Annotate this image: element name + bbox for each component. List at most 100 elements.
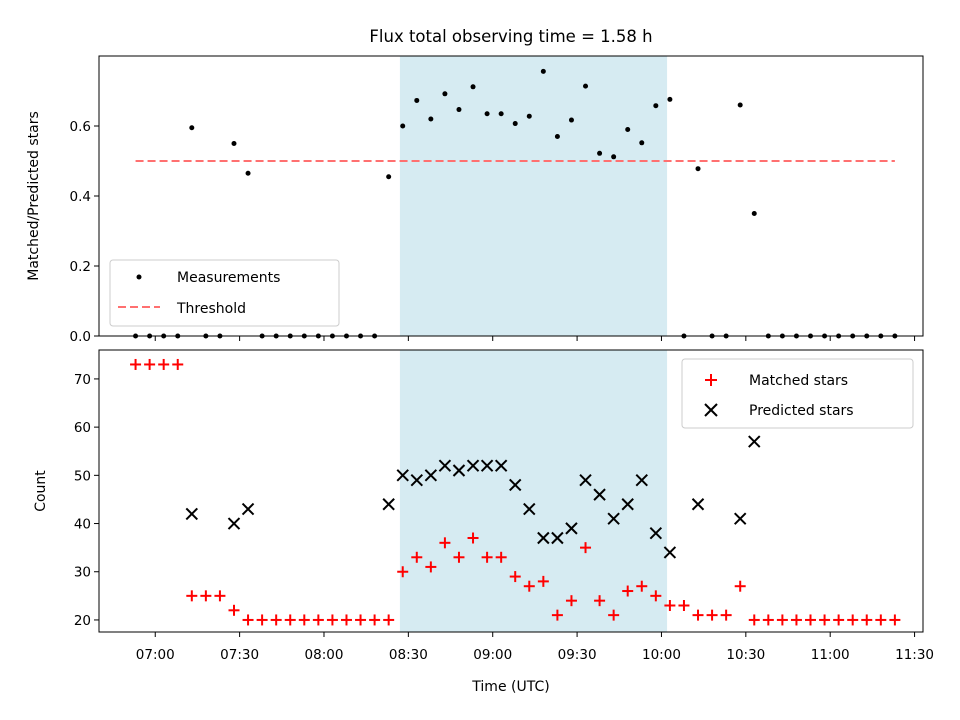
bottom-x-tick-label: 08:30 (389, 647, 428, 663)
predicted-star-marker (410, 473, 423, 487)
predicted-star-marker (663, 546, 677, 559)
predicted-star-marker (396, 469, 409, 482)
measurement-point (428, 116, 434, 122)
matched-star-marker (369, 614, 381, 626)
top-shaded-region (399, 56, 668, 336)
predicted-star-marker (438, 459, 452, 472)
matched-star-marker (453, 551, 465, 563)
top-legend-box (109, 259, 340, 327)
predicted-star-marker (241, 502, 255, 516)
matched-star-marker (790, 614, 802, 626)
matched-star-marker (636, 580, 648, 592)
predicted-star-marker (635, 473, 648, 487)
measurement-point (568, 117, 574, 123)
matched-star-marker (144, 358, 156, 370)
measurement-point (639, 140, 645, 146)
measurement-point (231, 141, 237, 146)
matched-star-marker (565, 595, 577, 607)
predicted-star-marker (691, 498, 705, 511)
bottom-x-tick-label: 08:00 (305, 647, 344, 663)
bottom-legend: Matched stars Predicted stars (681, 358, 914, 429)
matched-star-marker (762, 614, 774, 626)
matched-star-marker (326, 614, 338, 626)
bottom-x-tick-label: 11:00 (811, 647, 850, 663)
bottom-y-tick-label: 20 (74, 613, 91, 629)
measurement-point (751, 211, 757, 216)
matched-star-marker (551, 609, 563, 621)
matched-star-marker (622, 585, 634, 597)
matched-star-marker (312, 614, 324, 626)
bottom-x-tick-label: 11:30 (895, 647, 934, 663)
bottom-plot-frame (98, 349, 924, 633)
bottom-x-tick-label: 10:30 (726, 647, 765, 663)
legend-measurements-marker (136, 274, 142, 280)
matched-star-marker (861, 614, 873, 626)
bottom-y-tick-label: 60 (74, 420, 91, 436)
predicted-star-marker (424, 469, 438, 482)
matched-star-marker (889, 614, 901, 626)
matched-star-marker (580, 542, 592, 554)
measurement-point (667, 96, 673, 102)
matched-star-marker (298, 614, 310, 626)
matched-star-marker (214, 590, 226, 602)
measurement-point (245, 170, 251, 176)
top-y-tick-label: 0.2 (70, 259, 91, 275)
predicted-star-marker (551, 531, 564, 545)
bottom-y-ticks: 20 30 40 50 60 70 (74, 372, 99, 629)
measurement-point (414, 97, 420, 103)
matched-star-marker (397, 566, 409, 578)
matched-star-marker (692, 609, 704, 621)
predicted-star-marker (480, 459, 494, 472)
legend-predicted-marker (704, 403, 718, 417)
bottom-panel: 20 30 40 50 60 70 07:00 07:30 08:00 08:30 09:00 09… (33, 349, 934, 695)
measurement-point (540, 68, 546, 74)
matched-star-marker (875, 614, 887, 626)
measurement-point (583, 83, 589, 89)
matched-star-marker (805, 614, 817, 626)
measurement-point (456, 107, 462, 113)
matched-star-marker (509, 571, 521, 583)
matched-star-marker (467, 532, 479, 544)
measurement-point (498, 111, 504, 117)
measurement-point (484, 111, 490, 117)
predicted-star-marker (621, 498, 634, 511)
predicted-stars-points (185, 435, 761, 559)
matched-star-marker (383, 614, 395, 626)
matched-star-marker (340, 614, 352, 626)
predicted-star-marker (509, 478, 522, 492)
matched-stars-points (130, 358, 901, 626)
predicted-star-marker (579, 473, 592, 487)
matched-star-marker (748, 614, 760, 626)
bottom-legend-box (681, 358, 914, 429)
measurement-point (386, 174, 392, 180)
predicted-star-marker (565, 522, 578, 535)
bottom-y-tick-label: 50 (74, 468, 91, 484)
matched-star-marker (776, 614, 788, 626)
matched-star-marker (664, 599, 676, 611)
legend-matched-label: Matched stars (749, 373, 848, 389)
measurement-point (653, 103, 659, 109)
top-y-tick-label: 0.6 (70, 119, 91, 135)
matched-star-marker (256, 614, 268, 626)
matched-star-marker (242, 614, 254, 626)
predicted-star-marker (607, 512, 620, 525)
measurement-point (512, 121, 518, 127)
predicted-star-marker (185, 507, 199, 521)
matched-star-marker (847, 614, 859, 626)
top-legend: Measurements Threshold (109, 259, 340, 327)
matched-star-marker (706, 609, 718, 621)
legend-threshold-label: Threshold (176, 301, 246, 317)
bottom-x-tick-label: 07:00 (136, 647, 175, 663)
legend-predicted-label: Predicted stars (749, 403, 854, 419)
measurement-point (611, 154, 617, 160)
measurement-point (737, 102, 743, 108)
legend-matched-marker (705, 374, 717, 386)
predicted-star-marker (593, 488, 606, 501)
matched-star-marker (425, 561, 437, 573)
measurement-point (442, 91, 448, 97)
matched-star-marker (594, 595, 606, 607)
matched-star-marker (270, 614, 282, 626)
matched-star-marker (355, 614, 367, 626)
top-y-axis-label: Matched/Predicted stars (26, 111, 42, 281)
top-panel: 0.0 0.2 0.4 0.6 Matched/Predicted stars Mea… (26, 55, 924, 345)
